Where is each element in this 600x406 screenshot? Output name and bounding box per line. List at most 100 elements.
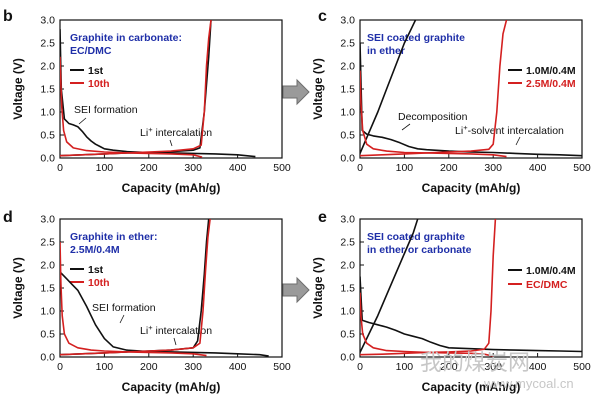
x-tick-label: 400	[529, 361, 547, 373]
x-tick-label: 500	[573, 361, 591, 373]
panel-e: e 0 100 200 300 400 5000.00.51.01.52.02.53.0 …	[311, 209, 591, 394]
series-line-discharge	[60, 29, 256, 158]
legend-label-1.0M/0.4M: 1.0M/0.4M	[526, 265, 576, 277]
series-group	[360, 20, 582, 158]
annotation-pointer	[119, 314, 125, 324]
x-tick-label: 0	[357, 361, 363, 373]
y-axis-title: Voltage (V)	[11, 257, 25, 319]
x-tick-label: 300	[184, 361, 202, 373]
panel-note-line2: in ether	[367, 45, 405, 57]
y-tick-label: 3.0	[40, 214, 55, 226]
ann-li: Li	[140, 325, 148, 337]
panel-letter: e	[318, 209, 327, 226]
axis-ticks: 0 100 200 300 400 500 0.0 0.5 1.0 1.5 2.0 2.5 3.0	[40, 15, 291, 175]
ann-li: Li	[140, 127, 148, 139]
y-tick-label: 0.0	[340, 352, 355, 364]
x-tick-label: 100	[96, 162, 114, 174]
axis-ticks: 0 100 200 300 400 500 0.0 0.5 1.0 1.5 2.0 2.5 3.0	[40, 214, 291, 374]
y-tick-label: 1.0	[340, 107, 355, 119]
panel-note-line1: SEI coated graphite	[367, 231, 465, 243]
y-tick-label: 1.0	[40, 107, 55, 119]
series-group	[60, 20, 256, 158]
y-tick-label: 1.5	[340, 84, 355, 96]
x-tick-label: 400	[229, 361, 247, 373]
x-tick-label: 500	[573, 162, 591, 174]
x-axis-title: Capacity (mAh/g)	[422, 181, 521, 195]
y-axis-title: Voltage (V)	[311, 257, 325, 319]
y-tick-label: 1.5	[40, 84, 55, 96]
x-tick-label: 100	[396, 361, 414, 373]
series-line-discharge	[360, 276, 582, 353]
x-tick-label: 100	[396, 162, 414, 174]
y-tick-label: 3.0	[340, 214, 355, 226]
y-tick-label: 2.0	[340, 260, 355, 272]
y-axis-title: Voltage (V)	[311, 58, 325, 120]
annotation-pointer	[173, 337, 177, 346]
right-arrow-icon	[282, 78, 310, 106]
panel-note-line2: EC/DMC	[70, 45, 112, 57]
series-line-charge	[360, 20, 508, 157]
ann-li: Li	[455, 125, 463, 137]
annotation-decomposition: Decomposition	[398, 111, 468, 123]
watermark: 我的煤炭网 www.mycoal.cn	[420, 351, 574, 391]
series-group	[60, 219, 269, 357]
panel-c: c 0 100 200 300 400 5000.00.51.01.52.02.53.0 …	[311, 8, 591, 195]
series-line-discharge	[360, 70, 507, 158]
y-tick-label: 2.0	[40, 61, 55, 73]
y-tick-label: 0.0	[340, 153, 355, 165]
x-tick-label: 400	[229, 162, 247, 174]
y-tick-label: 2.5	[340, 237, 355, 249]
series-line-charge	[60, 219, 211, 356]
y-tick-label: 2.5	[40, 237, 55, 249]
series-line-charge	[360, 219, 419, 353]
ann-plus-sup: +	[148, 125, 153, 134]
annotation-sei-formation: SEI formation	[74, 104, 138, 116]
y-tick-label: 0.5	[40, 329, 55, 341]
y-tick-label: 0.5	[340, 329, 355, 341]
axis-ticks: 0 100 200 300 400 500 0.0 0.5 1.0 1.5 2.0 2.5 3.0	[340, 214, 591, 374]
series-line-discharge	[60, 271, 269, 357]
x-axis-title: Capacity (mAh/g)	[422, 380, 521, 394]
legend-label-1st: 1st	[88, 264, 104, 276]
panel-note-line1: SEI coated graphite	[367, 32, 465, 44]
series-line-discharge	[360, 42, 582, 157]
x-tick-label: 300	[184, 162, 202, 174]
ann-plus-sup: +	[463, 123, 468, 132]
x-tick-label: 0	[357, 162, 363, 174]
ann-rest: intercalation	[153, 127, 213, 139]
panel-letter: d	[3, 209, 13, 226]
y-tick-label: 1.0	[40, 306, 55, 318]
panel-note-line2: 2.5M/0.4M	[70, 244, 120, 256]
series-line-discharge	[60, 241, 207, 357]
x-tick-label: 300	[484, 162, 502, 174]
y-tick-label: 3.0	[40, 15, 55, 27]
legend-label-10th: 10th	[88, 78, 110, 90]
annotation-pointer	[169, 139, 173, 147]
x-tick-label: 300	[484, 361, 502, 373]
ann-rest: -solvent intercalation	[468, 125, 564, 137]
y-tick-label: 2.0	[340, 61, 355, 73]
annotation-pointer	[515, 136, 521, 146]
panel-b: b 0 100 200 300 400 5000.00.51.01.52.02.53.0 …	[3, 8, 291, 195]
legend-label-1st: 1st	[88, 65, 104, 77]
y-axis-title: Voltage (V)	[11, 58, 25, 120]
panel-letter: c	[318, 8, 327, 25]
x-tick-label: 500	[273, 361, 291, 373]
y-tick-label: 0.5	[340, 130, 355, 142]
x-tick-label: 200	[440, 361, 458, 373]
ann-plus-sup: +	[148, 323, 153, 332]
y-tick-label: 1.0	[340, 306, 355, 318]
right-arrow-icon	[282, 276, 310, 304]
y-tick-label: 0.5	[40, 130, 55, 142]
legend-label-2.5M/0.4M: 2.5M/0.4M	[526, 78, 576, 90]
x-tick-label: 200	[140, 162, 158, 174]
panel-letter: b	[3, 8, 13, 25]
annotation-pointer	[401, 123, 411, 131]
x-tick-label: 0	[57, 361, 63, 373]
x-tick-label: 400	[529, 162, 547, 174]
legend-label-1.0M/0.4M: 1.0M/0.4M	[526, 65, 576, 77]
panel-note-line1: Graphite in ether:	[70, 231, 158, 243]
panel-note-line2: in ether or carbonate	[367, 244, 472, 256]
